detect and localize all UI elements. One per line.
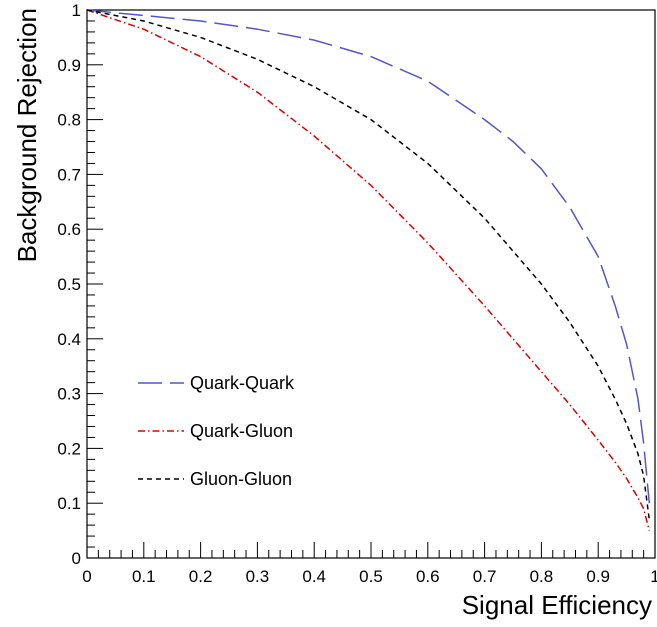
legend-label: Quark-Gluon xyxy=(190,421,293,441)
plot-frame xyxy=(86,9,656,559)
series-line-quark-gluon xyxy=(86,9,651,531)
x-tick-label: 0.6 xyxy=(416,567,440,586)
x-tick-label: 0.4 xyxy=(302,567,326,586)
y-tick-label: 0.4 xyxy=(57,330,81,349)
y-tick-label: 0 xyxy=(72,549,81,568)
series-line-gluon-gluon xyxy=(86,9,651,520)
x-tick-label: 0 xyxy=(82,567,91,586)
x-tick-label: 0.3 xyxy=(246,567,270,586)
y-tick-label: 0.3 xyxy=(57,385,81,404)
x-tick-label: 0.2 xyxy=(189,567,213,586)
series-line-quark-quark xyxy=(86,9,651,504)
legend: Quark-Quark Quark-Gluon Gluon-Gluon xyxy=(138,373,295,489)
y-tick-label: 0.8 xyxy=(57,111,81,130)
x-tick-label: 0.8 xyxy=(530,567,554,586)
y-tick-label: 0.6 xyxy=(57,220,81,239)
x-tick-label: 1 xyxy=(650,567,657,586)
y-tick-label: 0.9 xyxy=(57,56,81,75)
y-tick-label: 0.1 xyxy=(57,494,81,513)
y-tick-label: 0.7 xyxy=(57,165,81,184)
axis-ticks xyxy=(86,9,656,559)
series-lines xyxy=(86,9,651,531)
x-tick-label: 0.9 xyxy=(586,567,610,586)
x-tick-label: 0.1 xyxy=(132,567,156,586)
legend-label: Quark-Quark xyxy=(190,373,295,393)
x-axis-title: Signal Efficiency xyxy=(462,590,652,620)
x-tick-label: 0.5 xyxy=(359,567,383,586)
legend-label: Gluon-Gluon xyxy=(190,469,292,489)
y-axis-title: Background Rejection xyxy=(12,8,42,262)
x-tick-label: 0.7 xyxy=(473,567,497,586)
tick-labels: 0 0.1 0.2 0.3 0.4 0.5 0.6 0.7 0.8 0.9 1 0 0.1 0.2 0.3 0… xyxy=(57,1,657,586)
y-tick-label: 0.2 xyxy=(57,439,81,458)
y-tick-label: 1 xyxy=(72,1,81,20)
y-tick-label: 0.5 xyxy=(57,275,81,294)
